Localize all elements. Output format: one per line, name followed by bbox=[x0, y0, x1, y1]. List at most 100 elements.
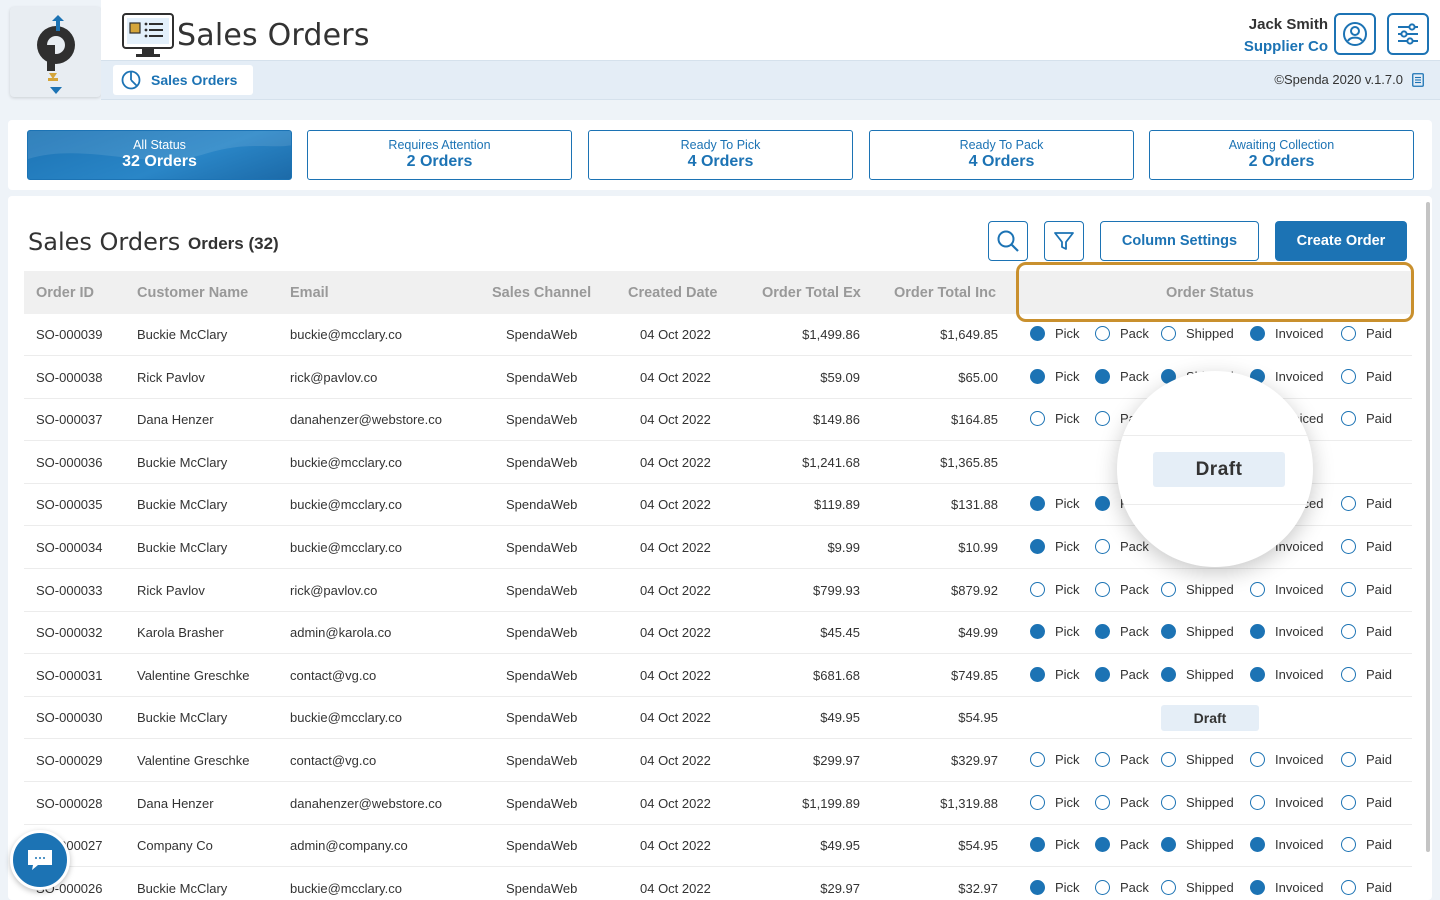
status-paid[interactable]: Paid bbox=[1341, 581, 1392, 597]
status-pack[interactable]: Pack bbox=[1095, 624, 1149, 640]
chat-button[interactable] bbox=[10, 830, 70, 890]
table-row[interactable]: SO-000029 Valentine Greschke contact@vg.co… bbox=[24, 740, 1412, 782]
status-shipped[interactable]: Shipped bbox=[1161, 666, 1234, 682]
status-pack[interactable]: Pack bbox=[1095, 326, 1149, 341]
status-invoiced[interactable]: Invoiced bbox=[1250, 837, 1323, 853]
table-row[interactable]: SO-000032 Karola Brasher admin@karola.co Sp… bbox=[24, 612, 1412, 655]
table-row[interactable]: SO-000026 Buckie McClary buckie@mcclary.co… bbox=[24, 868, 1412, 900]
status-paid[interactable]: Paid bbox=[1341, 794, 1392, 810]
status-shipped[interactable]: Shipped bbox=[1161, 624, 1234, 640]
status-shipped[interactable]: Shipped bbox=[1161, 326, 1234, 341]
tab-sales-orders[interactable]: Sales Orders bbox=[113, 65, 253, 95]
column-header-order-total-inc[interactable]: Order Total Inc bbox=[894, 285, 997, 301]
vertical-scrollbar[interactable] bbox=[1426, 202, 1430, 852]
status-pick[interactable]: Pick bbox=[1030, 496, 1080, 512]
status-invoiced[interactable]: Invoiced bbox=[1250, 624, 1323, 640]
status-label: Pack bbox=[1120, 368, 1149, 384]
document-icon[interactable] bbox=[1412, 73, 1424, 87]
column-header-customer-name[interactable]: Customer Name bbox=[137, 285, 249, 301]
status-card-requires-attention[interactable]: Requires Attention 2 Orders bbox=[307, 130, 572, 180]
status-indicator-invoiced-filled bbox=[1250, 837, 1265, 853]
status-label: Shipped bbox=[1186, 581, 1234, 597]
table-row[interactable]: SO-000033 Rick Pavlov rick@pavlov.co Spenda… bbox=[24, 570, 1412, 612]
table-row[interactable]: SO-000031 Valentine Greschke contact@vg.co… bbox=[24, 655, 1412, 697]
status-card-title: Requires Attention bbox=[388, 138, 491, 152]
status-card-ready-to-pack[interactable]: Ready To Pack 4 Orders bbox=[869, 130, 1134, 180]
status-pack[interactable]: Pack bbox=[1095, 539, 1149, 554]
status-shipped[interactable]: Shipped bbox=[1161, 581, 1234, 597]
column-header-created-date[interactable]: Created Date bbox=[628, 285, 718, 301]
status-shipped[interactable]: Shipped bbox=[1161, 752, 1234, 767]
status-pick[interactable]: Pick bbox=[1030, 368, 1080, 384]
status-paid[interactable]: Paid bbox=[1341, 539, 1392, 554]
status-indicator-pick-empty bbox=[1030, 581, 1045, 597]
status-card-ready-to-pick[interactable]: Ready To Pick 4 Orders bbox=[588, 130, 853, 180]
status-paid[interactable]: Paid bbox=[1341, 624, 1392, 640]
status-pick[interactable]: Pick bbox=[1030, 794, 1080, 810]
status-invoiced[interactable]: Invoiced bbox=[1250, 879, 1323, 895]
create-order-button[interactable]: Create Order bbox=[1275, 221, 1407, 261]
status-pick[interactable]: Pick bbox=[1030, 624, 1080, 640]
status-indicator-invoiced-empty bbox=[1250, 752, 1265, 767]
status-paid[interactable]: Paid bbox=[1341, 879, 1392, 895]
status-label: Paid bbox=[1366, 752, 1393, 767]
cell-order-id: SO-000034 bbox=[36, 540, 103, 555]
sales-orders-app-icon bbox=[122, 13, 174, 57]
filter-button[interactable] bbox=[1044, 221, 1084, 261]
column-header-order-total-ex[interactable]: Order Total Ex bbox=[762, 285, 861, 301]
column-header-sales-channel[interactable]: Sales Channel bbox=[492, 285, 592, 301]
status-paid[interactable]: Paid bbox=[1341, 837, 1392, 853]
user-profile-button[interactable] bbox=[1334, 13, 1376, 55]
status-shipped[interactable]: Shipped bbox=[1161, 879, 1234, 895]
status-pick[interactable]: Pick bbox=[1030, 581, 1080, 597]
status-paid[interactable]: Paid bbox=[1341, 368, 1392, 384]
status-invoiced[interactable]: Invoiced bbox=[1250, 752, 1323, 767]
status-pick[interactable]: Pick bbox=[1030, 752, 1080, 767]
status-pack[interactable]: Pack bbox=[1095, 879, 1149, 895]
table-row[interactable]: SO-000027 Company Co admin@company.co Spend… bbox=[24, 825, 1412, 868]
table-row[interactable]: SO-000030 Buckie McClary buckie@mcclary.co… bbox=[24, 697, 1412, 740]
wave-decoration bbox=[28, 131, 291, 160]
status-invoiced[interactable]: Invoiced bbox=[1250, 368, 1323, 384]
column-header-email[interactable]: Email bbox=[290, 285, 329, 301]
status-paid[interactable]: Paid bbox=[1341, 411, 1392, 427]
status-pick[interactable]: Pick bbox=[1030, 837, 1080, 853]
status-invoiced[interactable]: Invoiced bbox=[1250, 326, 1323, 341]
status-pick[interactable]: Pick bbox=[1030, 666, 1080, 682]
settings-button[interactable] bbox=[1387, 13, 1429, 55]
status-paid[interactable]: Paid bbox=[1341, 496, 1392, 512]
status-shipped[interactable]: Shipped bbox=[1161, 794, 1234, 810]
status-pack[interactable]: Pack bbox=[1095, 368, 1149, 384]
status-paid[interactable]: Paid bbox=[1341, 666, 1392, 682]
cell-customer-name: Buckie McClary bbox=[137, 710, 228, 726]
status-pack[interactable]: Pack bbox=[1095, 752, 1149, 767]
cell-order-total-ex: $49.95 bbox=[820, 838, 860, 854]
status-pack[interactable]: Pack bbox=[1095, 794, 1149, 810]
status-shipped[interactable]: Shipped bbox=[1161, 837, 1234, 853]
status-pick[interactable]: Pick bbox=[1030, 326, 1080, 341]
status-card-awaiting-collection[interactable]: Awaiting Collection 2 Orders bbox=[1149, 130, 1414, 180]
company-name[interactable]: Supplier Co bbox=[1243, 38, 1328, 55]
cell-order-id: SO-000031 bbox=[36, 667, 103, 683]
status-pick[interactable]: Pick bbox=[1030, 411, 1080, 427]
app-logo-menu[interactable] bbox=[10, 7, 101, 97]
status-indicator-pick-filled bbox=[1030, 624, 1045, 640]
status-paid[interactable]: Paid bbox=[1341, 752, 1392, 767]
search-button[interactable] bbox=[988, 221, 1028, 261]
status-pack[interactable]: Pack bbox=[1095, 837, 1149, 853]
status-invoiced[interactable]: Invoiced bbox=[1250, 581, 1323, 597]
status-pack[interactable]: Pack bbox=[1095, 581, 1149, 597]
status-pack[interactable]: Pack bbox=[1095, 666, 1149, 682]
column-header-order-id[interactable]: Order ID bbox=[36, 285, 95, 301]
status-invoiced[interactable]: Invoiced bbox=[1250, 794, 1323, 810]
column-settings-button[interactable]: Column Settings bbox=[1100, 221, 1259, 261]
status-pick[interactable]: Pick bbox=[1030, 879, 1080, 895]
status-paid[interactable]: Paid bbox=[1341, 326, 1392, 341]
table-row[interactable]: SO-000039 Buckie McClary buckie@mcclary.co… bbox=[24, 314, 1412, 356]
table-row[interactable]: SO-000028 Dana Henzer danahenzer@webstore.… bbox=[24, 783, 1412, 825]
status-pick[interactable]: Pick bbox=[1030, 539, 1080, 554]
column-header-order-status[interactable]: Order Status bbox=[1166, 285, 1254, 301]
status-card-all[interactable]: All Status 32 Orders bbox=[27, 130, 292, 180]
status-invoiced[interactable]: Invoiced bbox=[1250, 666, 1323, 682]
status-card-title: Awaiting Collection bbox=[1228, 138, 1335, 152]
